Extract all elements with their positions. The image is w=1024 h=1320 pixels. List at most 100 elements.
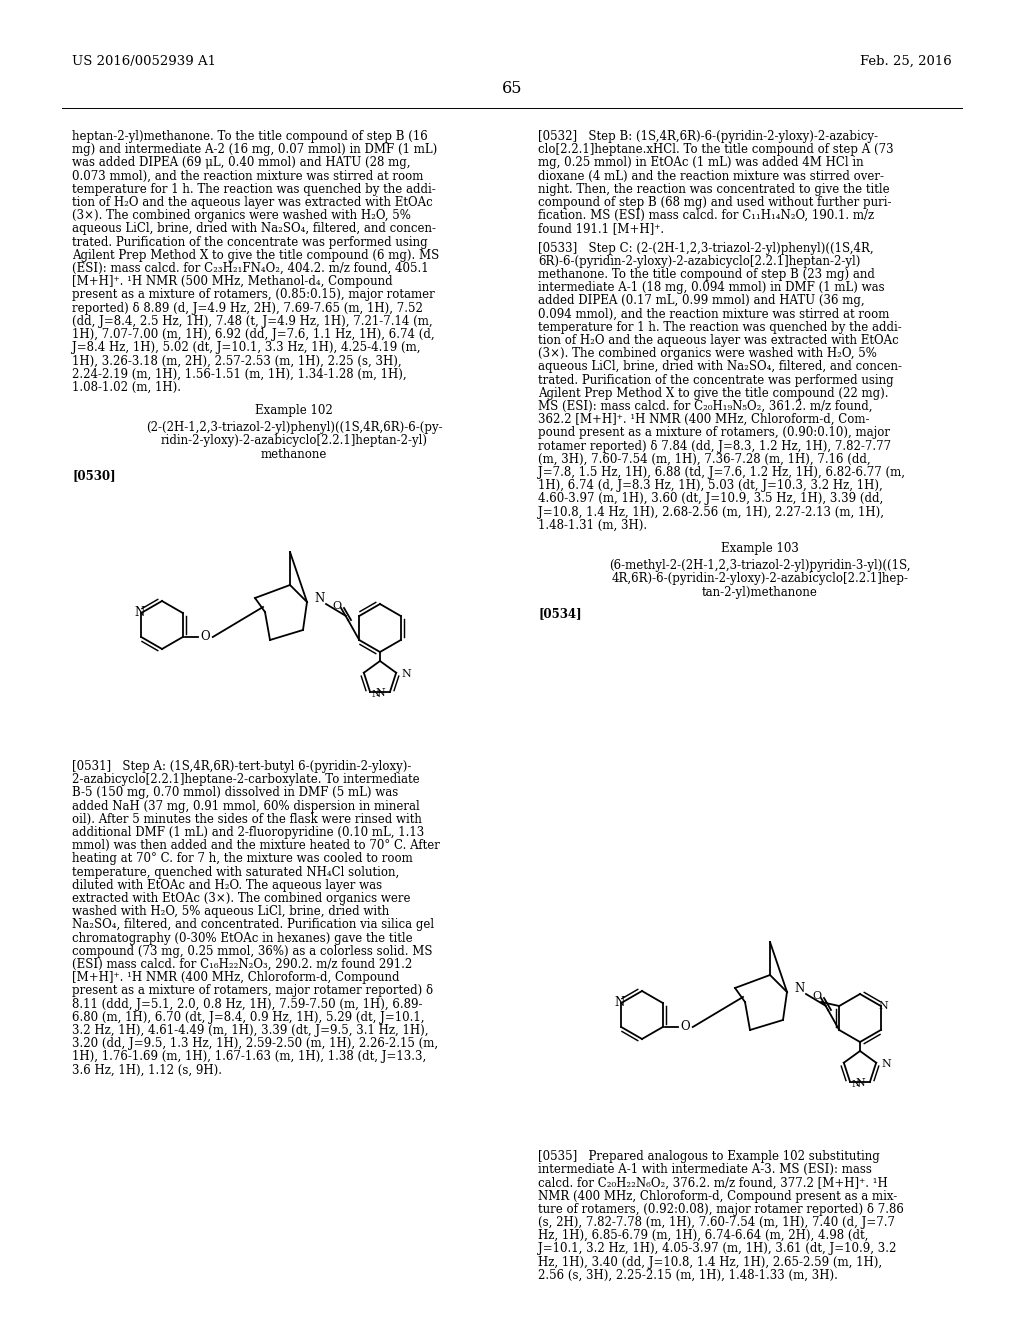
Text: (m, 3H), 7.60-7.54 (m, 1H), 7.36-7.28 (m, 1H), 7.16 (dd,: (m, 3H), 7.60-7.54 (m, 1H), 7.36-7.28 (m… (538, 453, 870, 466)
Text: Hz, 1H), 6.85-6.79 (m, 1H), 6.74-6.64 (m, 2H), 4.98 (dt,: Hz, 1H), 6.85-6.79 (m, 1H), 6.74-6.64 (m… (538, 1229, 868, 1242)
Text: methanone. To the title compound of step B (23 mg) and: methanone. To the title compound of step… (538, 268, 874, 281)
Text: 2-azabicyclo[2.2.1]heptane-2-carboxylate. To intermediate: 2-azabicyclo[2.2.1]heptane-2-carboxylate… (72, 774, 420, 787)
Text: Na₂SO₄, filtered, and concentrated. Purification via silica gel: Na₂SO₄, filtered, and concentrated. Puri… (72, 919, 434, 932)
Text: clo[2.2.1]heptane.xHCl. To the title compound of step A (73: clo[2.2.1]heptane.xHCl. To the title com… (538, 143, 894, 156)
Text: NMR (400 MHz, Chloroform-d, Compound present as a mix-: NMR (400 MHz, Chloroform-d, Compound pre… (538, 1189, 897, 1203)
Text: 0.073 mmol), and the reaction mixture was stirred at room: 0.073 mmol), and the reaction mixture wa… (72, 169, 423, 182)
Text: N: N (795, 982, 805, 994)
Text: tion of H₂O and the aqueous layer was extracted with EtOAc: tion of H₂O and the aqueous layer was ex… (538, 334, 899, 347)
Text: 1.08-1.02 (m, 1H).: 1.08-1.02 (m, 1H). (72, 380, 181, 393)
Text: N: N (401, 669, 411, 678)
Text: additional DMF (1 mL) and 2-fluoropyridine (0.10 mL, 1.13: additional DMF (1 mL) and 2-fluoropyridi… (72, 826, 424, 840)
Text: methanone: methanone (261, 447, 328, 461)
Text: temperature for 1 h. The reaction was quenched by the addi-: temperature for 1 h. The reaction was qu… (72, 182, 436, 195)
Text: (6-methyl-2-(2H-1,2,3-triazol-2-yl)pyridin-3-yl)((1S,: (6-methyl-2-(2H-1,2,3-triazol-2-yl)pyrid… (609, 560, 910, 572)
Text: 3.20 (dd, J=9.5, 1.3 Hz, 1H), 2.59-2.50 (m, 1H), 2.26-2.15 (m,: 3.20 (dd, J=9.5, 1.3 Hz, 1H), 2.59-2.50 … (72, 1038, 438, 1051)
Text: (dd, J=8.4, 2.5 Hz, 1H), 7.48 (t, J=4.9 Hz, 1H), 7.21-7.14 (m,: (dd, J=8.4, 2.5 Hz, 1H), 7.48 (t, J=4.9 … (72, 314, 432, 327)
Text: present as a mixture of rotamers, major rotamer reported) δ: present as a mixture of rotamers, major … (72, 985, 433, 998)
Text: Agilent Prep Method X to give the title compound (6 mg). MS: Agilent Prep Method X to give the title … (72, 248, 439, 261)
Text: O: O (812, 991, 821, 1001)
Text: Hz, 1H), 3.40 (dd, J=10.8, 1.4 Hz, 1H), 2.65-2.59 (m, 1H),: Hz, 1H), 3.40 (dd, J=10.8, 1.4 Hz, 1H), … (538, 1255, 882, 1269)
Text: US 2016/0052939 A1: US 2016/0052939 A1 (72, 55, 216, 69)
Text: temperature for 1 h. The reaction was quenched by the addi-: temperature for 1 h. The reaction was qu… (538, 321, 902, 334)
Text: (3×). The combined organics were washed with H₂O, 5%: (3×). The combined organics were washed … (72, 209, 411, 222)
Text: 2.56 (s, 3H), 2.25-2.15 (m, 1H), 1.48-1.33 (m, 3H).: 2.56 (s, 3H), 2.25-2.15 (m, 1H), 1.48-1.… (538, 1269, 838, 1282)
Text: J=8.4 Hz, 1H), 5.02 (dt, J=10.1, 3.3 Hz, 1H), 4.25-4.19 (m,: J=8.4 Hz, 1H), 5.02 (dt, J=10.1, 3.3 Hz,… (72, 341, 421, 354)
Text: (ESI) mass calcd. for C₁₆H₂₂N₂O₃, 290.2. m/z found 291.2: (ESI) mass calcd. for C₁₆H₂₂N₂O₃, 290.2.… (72, 958, 413, 972)
Text: heptan-2-yl)methanone. To the title compound of step B (16: heptan-2-yl)methanone. To the title comp… (72, 129, 428, 143)
Text: [M+H]⁺. ¹H NMR (400 MHz, Chloroform-d, Compound: [M+H]⁺. ¹H NMR (400 MHz, Chloroform-d, C… (72, 972, 399, 985)
Text: 1.48-1.31 (m, 3H).: 1.48-1.31 (m, 3H). (538, 519, 647, 532)
Text: 362.2 [M+H]⁺. ¹H NMR (400 MHz, Chloroform-d, Com-: 362.2 [M+H]⁺. ¹H NMR (400 MHz, Chlorofor… (538, 413, 869, 426)
Text: N: N (855, 1077, 865, 1088)
Text: intermediate A-1 (18 mg, 0.094 mmol) in DMF (1 mL) was: intermediate A-1 (18 mg, 0.094 mmol) in … (538, 281, 885, 294)
Text: N: N (879, 1001, 889, 1011)
Text: added DIPEA (0.17 mL, 0.99 mmol) and HATU (36 mg,: added DIPEA (0.17 mL, 0.99 mmol) and HAT… (538, 294, 864, 308)
Text: diluted with EtOAc and H₂O. The aqueous layer was: diluted with EtOAc and H₂O. The aqueous … (72, 879, 382, 892)
Text: aqueous LiCl, brine, dried with Na₂SO₄, filtered, and concen-: aqueous LiCl, brine, dried with Na₂SO₄, … (538, 360, 902, 374)
Text: N: N (134, 606, 144, 619)
Text: mg) and intermediate A-2 (16 mg, 0.07 mmol) in DMF (1 mL): mg) and intermediate A-2 (16 mg, 0.07 mm… (72, 143, 437, 156)
Text: extracted with EtOAc (3×). The combined organics were: extracted with EtOAc (3×). The combined … (72, 892, 411, 906)
Text: 3.6 Hz, 1H), 1.12 (s, 9H).: 3.6 Hz, 1H), 1.12 (s, 9H). (72, 1064, 222, 1077)
Text: J=10.1, 3.2 Hz, 1H), 4.05-3.97 (m, 1H), 3.61 (dt, J=10.9, 3.2: J=10.1, 3.2 Hz, 1H), 4.05-3.97 (m, 1H), … (538, 1242, 896, 1255)
Text: (s, 2H), 7.82-7.78 (m, 1H), 7.60-7.54 (m, 1H), 7.40 (d, J=7.7: (s, 2H), 7.82-7.78 (m, 1H), 7.60-7.54 (m… (538, 1216, 895, 1229)
Text: rotamer reported) δ 7.84 (dd, J=8.3, 1.2 Hz, 1H), 7.82-7.77: rotamer reported) δ 7.84 (dd, J=8.3, 1.2… (538, 440, 891, 453)
Text: mmol) was then added and the mixture heated to 70° C. After: mmol) was then added and the mixture hea… (72, 840, 440, 853)
Text: 0.094 mmol), and the reaction mixture was stirred at room: 0.094 mmol), and the reaction mixture wa… (538, 308, 890, 321)
Text: N: N (852, 1080, 861, 1089)
Text: dioxane (4 mL) and the reaction mixture was stirred over-: dioxane (4 mL) and the reaction mixture … (538, 169, 884, 182)
Text: was added DIPEA (69 μL, 0.40 mmol) and HATU (28 mg,: was added DIPEA (69 μL, 0.40 mmol) and H… (72, 156, 411, 169)
Text: O: O (680, 1020, 689, 1034)
Text: trated. Purification of the concentrate was performed using: trated. Purification of the concentrate … (538, 374, 894, 387)
Text: MS (ESI): mass calcd. for C₂₀H₁₉N₅O₂, 361.2. m/z found,: MS (ESI): mass calcd. for C₂₀H₁₉N₅O₂, 36… (538, 400, 872, 413)
Text: present as a mixture of rotamers, (0.85:0.15), major rotamer: present as a mixture of rotamers, (0.85:… (72, 288, 435, 301)
Text: pound present as a mixture of rotamers, (0.90:0.10), major: pound present as a mixture of rotamers, … (538, 426, 890, 440)
Text: B-5 (150 mg, 0.70 mmol) dissolved in DMF (5 mL) was: B-5 (150 mg, 0.70 mmol) dissolved in DMF… (72, 787, 398, 800)
Text: [0532]   Step B: (1S,4R,6R)-6-(pyridin-2-yloxy)-2-azabicy-: [0532] Step B: (1S,4R,6R)-6-(pyridin-2-y… (538, 129, 878, 143)
Text: reported) δ 8.89 (d, J=4.9 Hz, 2H), 7.69-7.65 (m, 1H), 7.52: reported) δ 8.89 (d, J=4.9 Hz, 2H), 7.69… (72, 301, 423, 314)
Text: [0535]   Prepared analogous to Example 102 substituting: [0535] Prepared analogous to Example 102… (538, 1150, 880, 1163)
Text: 6R)-6-(pyridin-2-yloxy)-2-azabicyclo[2.2.1]heptan-2-yl): 6R)-6-(pyridin-2-yloxy)-2-azabicyclo[2.2… (538, 255, 860, 268)
Text: aqueous LiCl, brine, dried with Na₂SO₄, filtered, and concen-: aqueous LiCl, brine, dried with Na₂SO₄, … (72, 222, 436, 235)
Text: Feb. 25, 2016: Feb. 25, 2016 (860, 55, 952, 69)
Text: J=10.8, 1.4 Hz, 1H), 2.68-2.56 (m, 1H), 2.27-2.13 (m, 1H),: J=10.8, 1.4 Hz, 1H), 2.68-2.56 (m, 1H), … (538, 506, 884, 519)
Text: 8.11 (ddd, J=5.1, 2.0, 0.8 Hz, 1H), 7.59-7.50 (m, 1H), 6.89-: 8.11 (ddd, J=5.1, 2.0, 0.8 Hz, 1H), 7.59… (72, 998, 423, 1011)
Text: oil). After 5 minutes the sides of the flask were rinsed with: oil). After 5 minutes the sides of the f… (72, 813, 422, 826)
Text: washed with H₂O, 5% aqueous LiCl, brine, dried with: washed with H₂O, 5% aqueous LiCl, brine,… (72, 906, 389, 919)
Text: Example 102: Example 102 (255, 404, 333, 417)
Text: 1H), 3.26-3.18 (m, 2H), 2.57-2.53 (m, 1H), 2.25 (s, 3H),: 1H), 3.26-3.18 (m, 2H), 2.57-2.53 (m, 1H… (72, 354, 401, 367)
Text: found 191.1 [M+H]⁺.: found 191.1 [M+H]⁺. (538, 222, 665, 235)
Text: 1H), 6.74 (d, J=8.3 Hz, 1H), 5.03 (dt, J=10.3, 3.2 Hz, 1H),: 1H), 6.74 (d, J=8.3 Hz, 1H), 5.03 (dt, J… (538, 479, 883, 492)
Text: 1H), 7.07-7.00 (m, 1H), 6.92 (dd, J=7.6, 1.1 Hz, 1H), 6.74 (d,: 1H), 7.07-7.00 (m, 1H), 6.92 (dd, J=7.6,… (72, 327, 434, 341)
Text: [0531]   Step A: (1S,4R,6R)-tert-butyl 6-(pyridin-2-yloxy)-: [0531] Step A: (1S,4R,6R)-tert-butyl 6-(… (72, 760, 412, 774)
Text: ture of rotamers, (0.92:0.08), major rotamer reported) δ 7.86: ture of rotamers, (0.92:0.08), major rot… (538, 1203, 904, 1216)
Text: N: N (614, 997, 625, 1010)
Text: calcd. for C₂₀H₂₂N₆O₂, 376.2. m/z found, 377.2 [M+H]⁺. ¹H: calcd. for C₂₀H₂₂N₆O₂, 376.2. m/z found,… (538, 1176, 888, 1189)
Text: 6.80 (m, 1H), 6.70 (dt, J=8.4, 0.9 Hz, 1H), 5.29 (dt, J=10.1,: 6.80 (m, 1H), 6.70 (dt, J=8.4, 0.9 Hz, 1… (72, 1011, 425, 1024)
Text: ridin-2-yloxy)-2-azabicyclo[2.2.1]heptan-2-yl): ridin-2-yloxy)-2-azabicyclo[2.2.1]heptan… (161, 434, 427, 447)
Text: N: N (372, 690, 381, 698)
Text: 4.60-3.97 (m, 1H), 3.60 (dt, J=10.9, 3.5 Hz, 1H), 3.39 (dd,: 4.60-3.97 (m, 1H), 3.60 (dt, J=10.9, 3.5… (538, 492, 884, 506)
Text: tan-2-yl)methanone: tan-2-yl)methanone (702, 586, 818, 598)
Text: heating at 70° C. for 7 h, the mixture was cooled to room: heating at 70° C. for 7 h, the mixture w… (72, 853, 413, 866)
Text: 65: 65 (502, 81, 522, 96)
Text: temperature, quenched with saturated NH₄Cl solution,: temperature, quenched with saturated NH₄… (72, 866, 399, 879)
Text: [0533]   Step C: (2-(2H-1,2,3-triazol-2-yl)phenyl)((1S,4R,: [0533] Step C: (2-(2H-1,2,3-triazol-2-yl… (538, 242, 873, 255)
Text: N: N (314, 591, 326, 605)
Text: 3.2 Hz, 1H), 4.61-4.49 (m, 1H), 3.39 (dt, J=9.5, 3.1 Hz, 1H),: 3.2 Hz, 1H), 4.61-4.49 (m, 1H), 3.39 (dt… (72, 1024, 428, 1038)
Text: tion of H₂O and the aqueous layer was extracted with EtOAc: tion of H₂O and the aqueous layer was ex… (72, 195, 433, 209)
Text: Agilent Prep Method X to give the title compound (22 mg).: Agilent Prep Method X to give the title … (538, 387, 889, 400)
Text: intermediate A-1 with intermediate A-3. MS (ESI): mass: intermediate A-1 with intermediate A-3. … (538, 1163, 871, 1176)
Text: J=7.8, 1.5 Hz, 1H), 6.88 (td, J=7.6, 1.2 Hz, 1H), 6.82-6.77 (m,: J=7.8, 1.5 Hz, 1H), 6.88 (td, J=7.6, 1.2… (538, 466, 905, 479)
Text: compound (73 mg, 0.25 mmol, 36%) as a colorless solid. MS: compound (73 mg, 0.25 mmol, 36%) as a co… (72, 945, 432, 958)
Text: 4R,6R)-6-(pyridin-2-yloxy)-2-azabicyclo[2.2.1]hep-: 4R,6R)-6-(pyridin-2-yloxy)-2-azabicyclo[… (611, 573, 908, 585)
Text: night. Then, the reaction was concentrated to give the title: night. Then, the reaction was concentrat… (538, 182, 890, 195)
Text: fication. MS (ESI) mass calcd. for C₁₁H₁₄N₂O, 190.1. m/z: fication. MS (ESI) mass calcd. for C₁₁H₁… (538, 209, 874, 222)
Text: added NaH (37 mg, 0.91 mmol, 60% dispersion in mineral: added NaH (37 mg, 0.91 mmol, 60% dispers… (72, 800, 420, 813)
Text: (2-(2H-1,2,3-triazol-2-yl)phenyl)((1S,4R,6R)-6-(py-: (2-(2H-1,2,3-triazol-2-yl)phenyl)((1S,4R… (145, 421, 442, 434)
Text: N: N (375, 688, 385, 698)
Text: compound of step B (68 mg) and used without further puri-: compound of step B (68 mg) and used with… (538, 195, 892, 209)
Text: [0530]: [0530] (72, 469, 116, 482)
Text: [M+H]⁺. ¹H NMR (500 MHz, Methanol-d₄, Compound: [M+H]⁺. ¹H NMR (500 MHz, Methanol-d₄, Co… (72, 275, 392, 288)
